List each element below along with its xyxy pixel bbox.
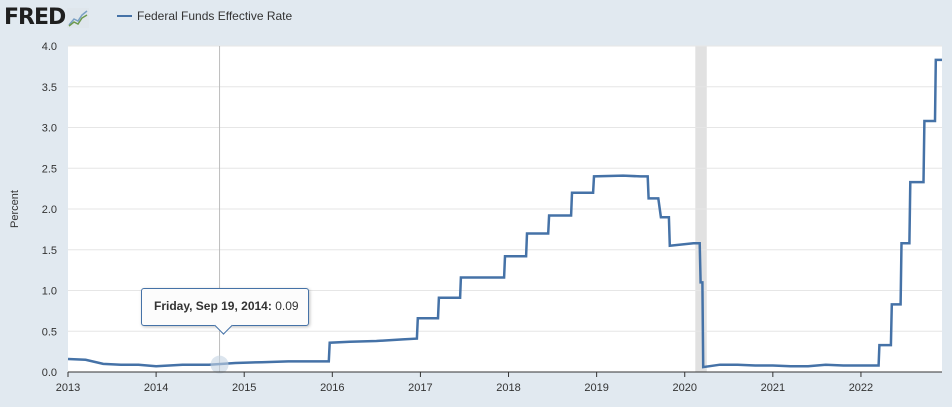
tooltip-value: 0.09 [275,299,299,313]
y-tick-label: 4.0 [42,41,57,53]
x-tick-label: 2015 [232,382,256,394]
y-tick-label: 0.0 [42,367,57,379]
legend-swatch [117,15,132,17]
x-tick-label: 2022 [849,382,873,394]
y-tick-label: 2.5 [42,163,57,175]
legend[interactable]: Federal Funds Effective Rate [117,9,292,23]
tooltip-date: Friday, Sep 19, 2014: [154,299,272,313]
y-axis-title: Percent [9,190,21,228]
y-tick-label: 2.0 [42,204,57,216]
y-tick-label: 1.5 [42,245,57,257]
fred-chart-icon [67,7,90,28]
legend-label: Federal Funds Effective Rate [137,9,293,23]
x-tick-label: 2020 [672,382,696,394]
hover-point-marker[interactable] [210,355,229,374]
y-tick-label: 3.5 [42,82,57,94]
y-tick-labels: 0.0 0.5 1.0 1.5 2.0 2.5 3.0 3.5 4.0 [42,41,57,379]
x-tick-label: 2017 [408,382,432,394]
y-tick-label: 0.5 [42,326,57,338]
data-tooltip: Friday, Sep 19, 2014: 0.09 [141,288,309,335]
chart-header: FRED Federal Funds Effective Rate [0,0,952,36]
x-tick-label: 2013 [56,382,80,394]
y-tick-label: 3.0 [42,123,57,135]
y-tick-label: 1.0 [42,286,57,298]
x-tick-labels: 2013 2014 2015 2016 2017 2018 2019 2020 2021 2022 [56,372,873,394]
series-line-fed-funds[interactable] [67,58,942,369]
x-tick-label: 2018 [496,382,520,394]
x-tick-label: 2019 [584,382,608,394]
fred-logo[interactable]: FRED [4,5,90,30]
logo-text: FRED [4,5,66,30]
x-tick-label: 2021 [761,382,785,394]
x-tick-label: 2014 [144,382,168,394]
x-tick-label: 2016 [320,382,344,394]
